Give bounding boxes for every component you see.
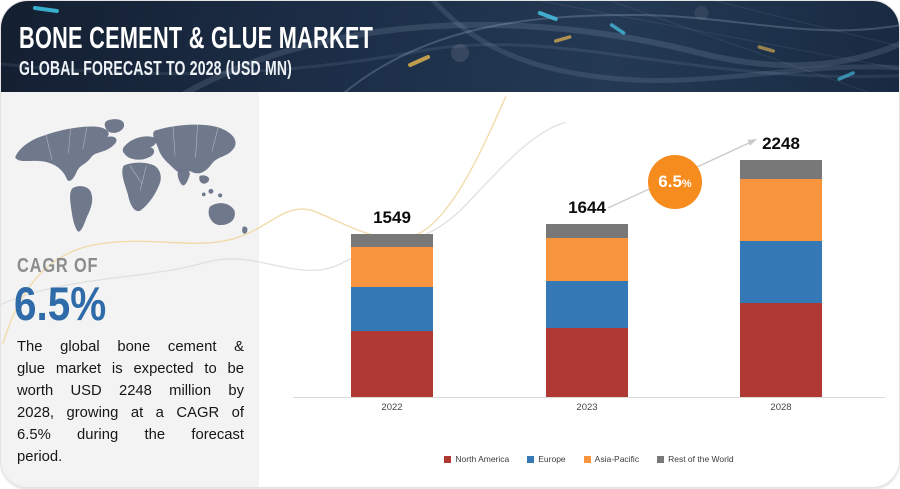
bar-total-label: 1549 bbox=[373, 207, 411, 227]
bar-segment-rest-of-the-world bbox=[351, 233, 433, 248]
growth-badge-percent: % bbox=[681, 177, 692, 190]
stacked-bar-2022 bbox=[351, 233, 433, 397]
cagr-label: CAGR OF bbox=[17, 255, 99, 277]
legend-label: North America bbox=[455, 454, 510, 464]
bar-total-label: 1644 bbox=[568, 197, 606, 217]
x-axis-tick-label: 2028 bbox=[770, 402, 792, 413]
legend-item-asia-pacific: Asia-Pacific bbox=[583, 454, 640, 464]
summary-line: 2028, growing at a CAGR of bbox=[17, 405, 244, 421]
bar-segment-europe bbox=[740, 241, 822, 303]
bar-total-label: 2248 bbox=[762, 133, 800, 153]
network-lines-decoration bbox=[1, 1, 899, 92]
legend-item-rest-of-the-world: Rest of the World bbox=[657, 454, 734, 464]
bar-segment-asia-pacific bbox=[351, 247, 433, 288]
summary-line: glue market is expected to be bbox=[17, 361, 244, 377]
summary-line: 6.5% during the forecast bbox=[17, 427, 244, 443]
legend-swatch bbox=[527, 455, 535, 463]
summary-panel: CAGR OF 6.5% The global bone cement & glu… bbox=[1, 92, 259, 487]
bar-segment-rest-of-the-world bbox=[740, 159, 822, 179]
legend-label: Europe bbox=[538, 454, 566, 464]
x-axis-tick-label: 2023 bbox=[576, 402, 598, 413]
stacked-bar-2023 bbox=[546, 223, 628, 397]
legend-swatch bbox=[444, 455, 452, 463]
growth-badge: 6.5% bbox=[648, 155, 702, 209]
legend-label: Rest of the World bbox=[668, 454, 734, 464]
x-axis-line bbox=[293, 397, 885, 398]
legend-label: Asia-Pacific bbox=[594, 454, 640, 464]
bar-segment-rest-of-the-world bbox=[546, 223, 628, 238]
legend-item-north-america: North America bbox=[444, 454, 509, 464]
bar-segment-asia-pacific bbox=[546, 237, 628, 281]
stacked-bar-chart: 1549 2022 1644 2023 2248 2028 6.5% bbox=[293, 96, 885, 413]
summary-line: worth USD 2248 million by bbox=[17, 383, 244, 399]
report-title: BONE CEMENT & GLUE MARKET bbox=[19, 20, 374, 55]
stacked-bar-2028 bbox=[740, 159, 822, 397]
bar-segment-europe bbox=[546, 280, 628, 329]
bar-segment-north-america bbox=[546, 328, 628, 397]
summary-line: The global bone cement & bbox=[17, 339, 244, 355]
summary-line: period. bbox=[17, 449, 63, 465]
growth-badge-value: 6.5 bbox=[658, 172, 682, 191]
x-axis-tick-label: 2022 bbox=[381, 402, 403, 413]
cagr-value: 6.5% bbox=[14, 277, 107, 330]
header-banner: BONE CEMENT & GLUE MARKET GLOBAL FORECAS… bbox=[1, 1, 899, 92]
report-subtitle: GLOBAL FORECAST TO 2028 (USD MN) bbox=[19, 58, 293, 80]
bar-segment-north-america bbox=[740, 302, 822, 397]
legend-swatch bbox=[583, 455, 591, 463]
bar-segment-asia-pacific bbox=[740, 178, 822, 242]
bar-segment-north-america bbox=[351, 330, 433, 397]
summary-text: The global bone cement & glue market is e… bbox=[17, 336, 244, 468]
legend-item-europe: Europe bbox=[527, 454, 566, 464]
world-map bbox=[15, 119, 248, 234]
bar-segment-europe bbox=[351, 287, 433, 331]
legend-swatch bbox=[657, 455, 665, 463]
chart-legend: North America Europe Asia-Pacific Rest of t… bbox=[293, 454, 885, 464]
